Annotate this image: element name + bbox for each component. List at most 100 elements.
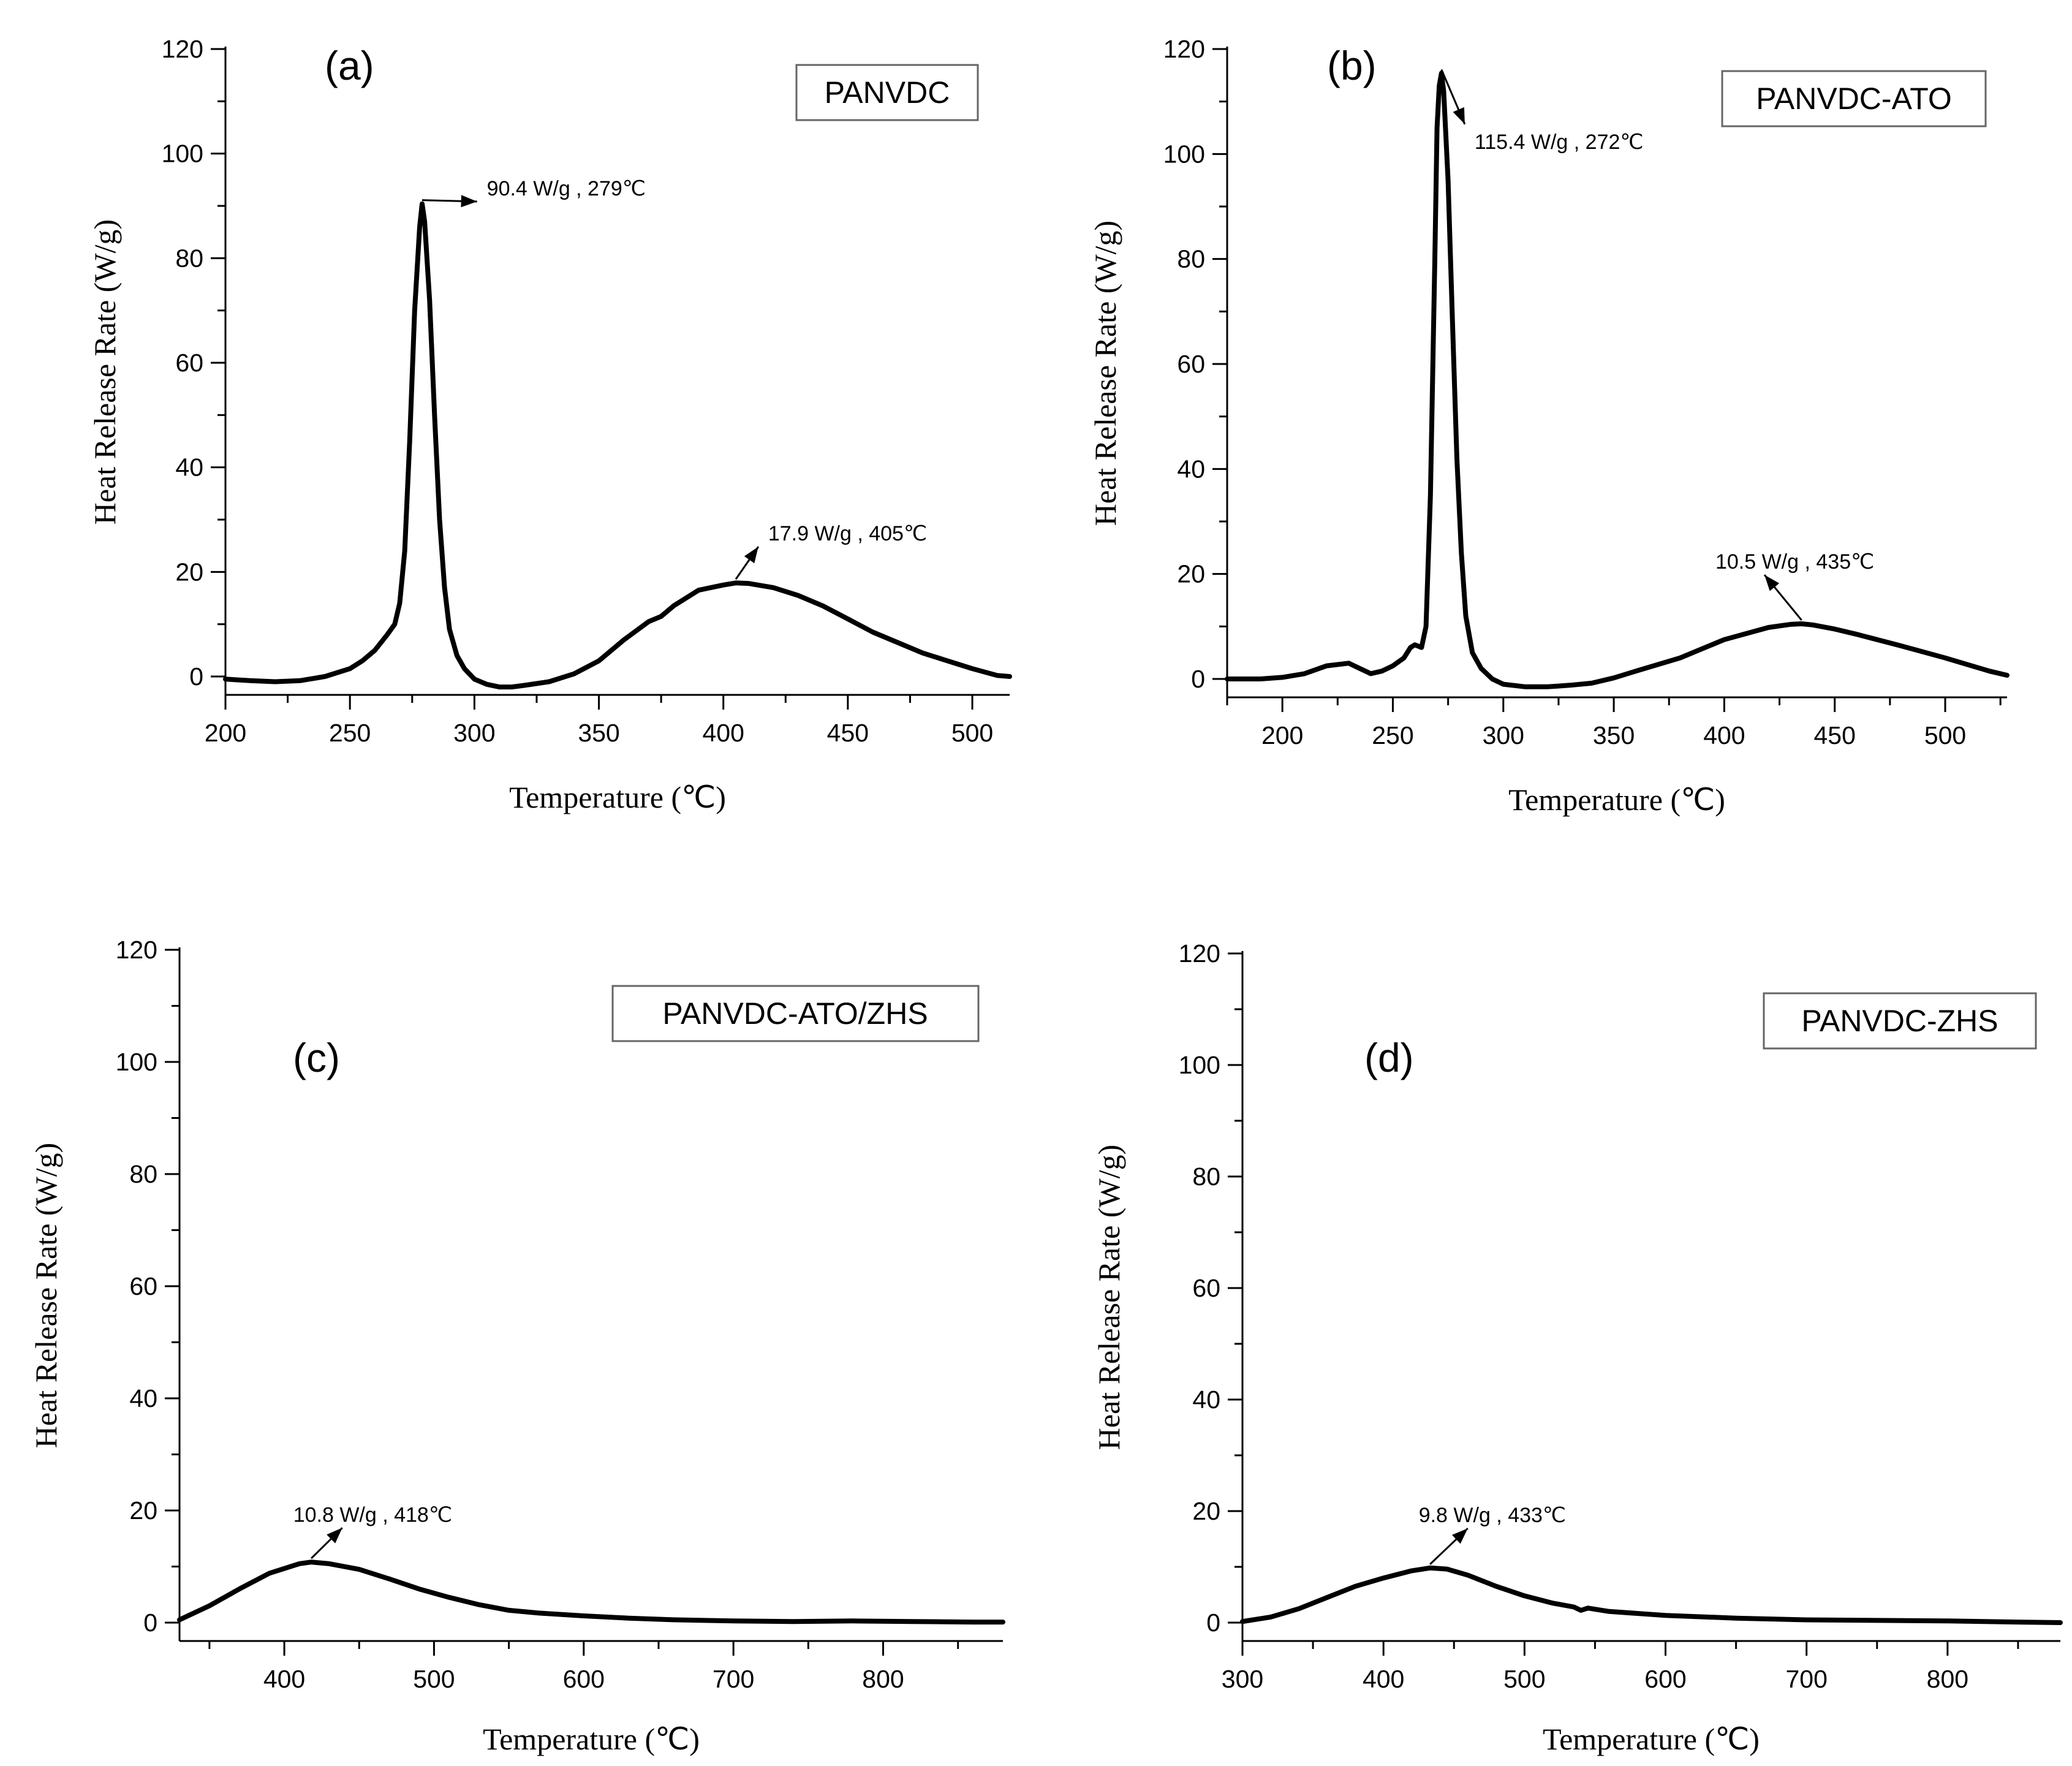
annotation-label: 17.9 W/g , 405℃ [768, 522, 927, 545]
series-line-a [223, 201, 1012, 690]
y-tick-label: 120 [1163, 35, 1205, 63]
panel-label-a: (a) [325, 43, 374, 88]
x-tick-label: 800 [1927, 1665, 1968, 1693]
annotation-arrowhead [327, 1528, 342, 1544]
axes-c [165, 947, 1003, 1656]
y-tick-label: 60 [1177, 350, 1205, 378]
x-axis-title-d: Temperature (℃) [1543, 1722, 1760, 1756]
y-axis-title-c: Heat Release Rate (W/g) [29, 1143, 63, 1448]
y-tick-label: 120 [116, 936, 157, 964]
y-tick-label: 100 [116, 1048, 157, 1076]
x-tick-label: 500 [413, 1665, 455, 1693]
x-tick-label: 200 [1261, 721, 1303, 749]
y-tick-label: 100 [1163, 140, 1205, 168]
legend-text-b: PANVDC-ATO [1756, 81, 1951, 116]
y-tick-label: 0 [143, 1609, 157, 1637]
x-tick-label: 400 [1363, 1665, 1404, 1693]
y-tick-label: 60 [129, 1272, 157, 1300]
x-tick-label: 400 [702, 719, 744, 747]
y-tick-label: 80 [175, 244, 203, 272]
y-tick-label: 20 [1177, 560, 1205, 588]
y-axis-title-b: Heat Release Rate (W/g) [1088, 221, 1122, 526]
x-tick-label: 500 [1503, 1665, 1545, 1693]
series-line-d [1240, 1565, 2063, 1625]
panel-d: (d) PANVDC-ZHS Temperature (℃) Heat Rele… [1036, 883, 2072, 1766]
axes-b [1212, 47, 2007, 712]
series-line-c [177, 1559, 1005, 1625]
y-tick-label: 0 [1191, 665, 1205, 693]
annotation-label: 10.5 W/g , 435℃ [1715, 550, 1874, 574]
y-tick-label: 0 [1206, 1609, 1220, 1637]
y-tick-label: 40 [129, 1384, 157, 1412]
y-tick-label: 20 [129, 1496, 157, 1525]
annotation-arrowhead [461, 195, 477, 208]
panel-label-c: (c) [293, 1035, 340, 1080]
x-tick-label: 350 [1593, 721, 1635, 749]
y-tick-label: 120 [162, 35, 203, 63]
annotation-arrowhead [744, 547, 758, 564]
x-tick-label: 600 [563, 1665, 605, 1693]
x-tick-label: 300 [453, 719, 495, 747]
annotation-label: 9.8 W/g , 433℃ [1419, 1504, 1566, 1527]
y-tick-label: 60 [1192, 1274, 1220, 1302]
y-tick-label: 20 [175, 558, 203, 586]
y-tick-label: 80 [1177, 245, 1205, 273]
chart-d: (d) PANVDC-ZHS Temperature (℃) Heat Rele… [1092, 939, 2063, 1756]
y-tick-label: 100 [162, 140, 203, 168]
y-tick-label: 80 [1192, 1162, 1220, 1191]
x-tick-label: 400 [1703, 721, 1745, 749]
annotation-label: 90.4 W/g , 279℃ [487, 177, 646, 200]
y-tick-label: 60 [175, 349, 203, 377]
x-tick-label: 450 [827, 719, 869, 747]
x-axis-title-a: Temperature (℃) [509, 780, 726, 814]
y-tick-label: 40 [1177, 455, 1205, 483]
legend-text-d: PANVDC-ZHS [1801, 1004, 1998, 1038]
chart-c: (c) PANVDC-ATO/ZHS Temperature (℃) Heat … [29, 936, 1005, 1756]
legend-text-c: PANVDC-ATO/ZHS [662, 996, 928, 1031]
axes-a [211, 47, 1010, 710]
axes-d [1228, 951, 2060, 1656]
y-tick-label: 120 [1179, 939, 1220, 968]
panel-label-d: (d) [1364, 1035, 1414, 1080]
x-tick-label: 250 [1372, 721, 1413, 749]
x-axis-title-c: Temperature (℃) [483, 1722, 700, 1756]
y-tick-label: 0 [189, 662, 203, 691]
legend-box-a [795, 64, 979, 121]
y-axis-title-a: Heat Release Rate (W/g) [88, 219, 122, 525]
panel-b: (b) PANVDC-ATO Temperature (℃) Heat Rele… [1036, 0, 2072, 883]
y-axis-title-d: Heat Release Rate (W/g) [1092, 1145, 1126, 1450]
x-tick-label: 400 [263, 1665, 305, 1693]
x-tick-label: 350 [578, 719, 619, 747]
x-tick-label: 600 [1644, 1665, 1686, 1693]
x-tick-label: 300 [1483, 721, 1524, 749]
x-tick-label: 250 [329, 719, 371, 747]
x-tick-label: 800 [862, 1665, 904, 1693]
annotation-arrowhead [1451, 1528, 1468, 1544]
panel-label-b: (b) [1327, 43, 1377, 88]
chart-a: (a) PANVDC Temperature (℃) Heat Release … [88, 35, 1012, 814]
chart-b: (b) PANVDC-ATO Temperature (℃) Heat Rele… [1088, 35, 2010, 817]
annotation-arrowhead [1453, 107, 1465, 124]
x-tick-label: 700 [713, 1665, 754, 1693]
series-line-b [1225, 70, 2010, 689]
x-tick-label: 700 [1785, 1665, 1827, 1693]
panel-c: (c) PANVDC-ATO/ZHS Temperature (℃) Heat … [0, 883, 1036, 1766]
y-tick-label: 20 [1192, 1497, 1220, 1525]
panel-a: (a) PANVDC Temperature (℃) Heat Release … [0, 0, 1036, 883]
legend-text-a: PANVDC [825, 75, 950, 110]
legend-box-b [1721, 70, 1987, 127]
annotation-label: 10.8 W/g , 418℃ [293, 1503, 452, 1526]
legend-box-d [1763, 992, 2037, 1050]
annotation-arrowhead [1764, 575, 1780, 591]
legend-box-c [611, 985, 980, 1042]
y-tick-label: 100 [1179, 1051, 1220, 1079]
y-tick-label: 80 [129, 1160, 157, 1188]
x-tick-label: 450 [1814, 721, 1856, 749]
x-axis-title-b: Temperature (℃) [1508, 783, 1725, 817]
y-tick-label: 40 [1192, 1385, 1220, 1414]
x-tick-label: 300 [1222, 1665, 1263, 1693]
x-tick-label: 500 [1924, 721, 1966, 749]
x-tick-label: 200 [205, 719, 246, 747]
annotation-label: 115.4 W/g , 272℃ [1475, 131, 1644, 154]
y-tick-label: 40 [175, 453, 203, 482]
